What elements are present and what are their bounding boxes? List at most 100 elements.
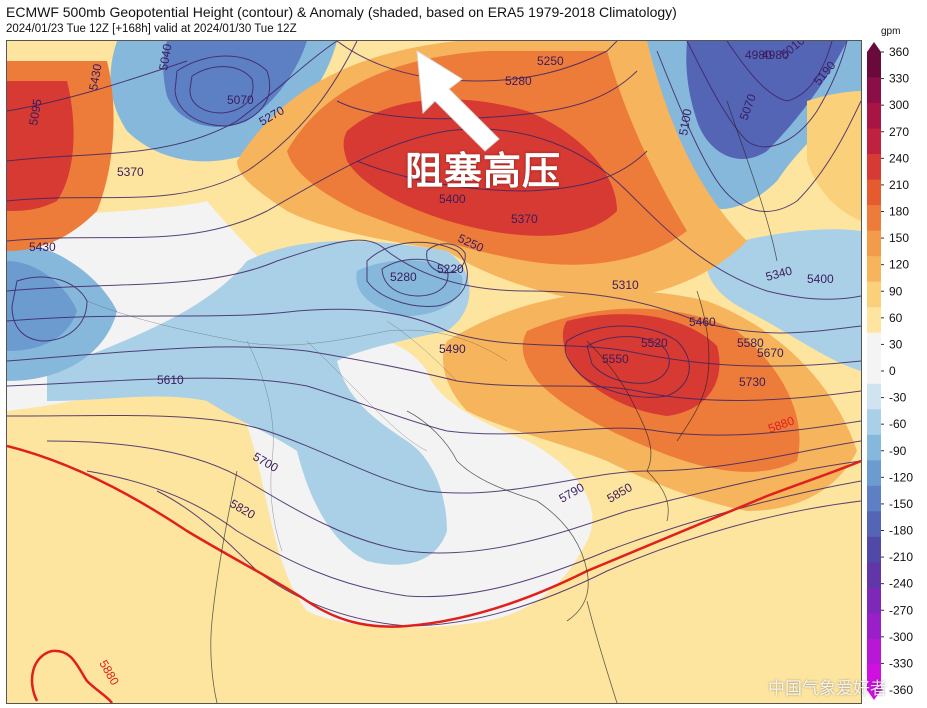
- colorbar-tick-label: 180: [889, 205, 909, 219]
- contour-label: 5340: [764, 263, 794, 284]
- colorbar-tick-label: -240: [889, 577, 913, 591]
- colorbar-swatch: [867, 256, 881, 283]
- colorbar-tick-label: 0: [889, 364, 896, 378]
- colorbar-swatch: [867, 460, 881, 487]
- colorbar-tick-label: 330: [889, 72, 909, 86]
- colorbar-bottom-arrow: [867, 690, 881, 700]
- contour-label: 5280: [390, 270, 417, 284]
- contour-label: 5550: [602, 352, 629, 366]
- colorbar-tick-label: 90: [889, 284, 903, 298]
- contour-label: 5430: [29, 240, 56, 254]
- colorbar: gpm 360 330 300 270 240 210 180 150 120 90 60 30 0 -3…: [865, 26, 927, 702]
- contour-label: 5670: [757, 346, 784, 360]
- colorbar-swatch: [867, 281, 881, 308]
- colorbar-tick-label: 300: [889, 98, 909, 112]
- colorbar-svg: 3603303002702402101801501209060300-30-60…: [867, 42, 913, 700]
- colorbar-swatch: [867, 485, 881, 512]
- contour-label: 5580: [737, 336, 764, 350]
- colorbar-tick-label: 240: [889, 151, 909, 165]
- colorbar-swatch: [867, 103, 881, 130]
- negative-anomaly-east: [706, 229, 861, 371]
- chart-title: ECMWF 500mb Geopotential Height (contour…: [6, 4, 677, 20]
- colorbar-unit: gpm: [881, 26, 901, 37]
- contour-label: 5220: [437, 262, 464, 276]
- contour-label: 5370: [511, 212, 538, 226]
- country-borders: [86, 300, 508, 552]
- callout-arrow: [416, 50, 500, 152]
- colorbar-swatch: [867, 179, 881, 206]
- contour-label: 5430: [86, 62, 104, 91]
- colorbar-tick-label: -120: [889, 470, 913, 484]
- colorbar-tick-label: 60: [889, 311, 903, 325]
- colorbar-swatch: [867, 230, 881, 257]
- contour-label: 5250: [537, 54, 564, 68]
- colorbar-tick-label: -210: [889, 550, 913, 564]
- contour-label: 5520: [641, 336, 668, 350]
- contour-label: 5460: [689, 315, 716, 329]
- colorbar-swatch: [867, 52, 881, 79]
- coastlines: [210, 100, 778, 703]
- colorbar-tick-label: 360: [889, 45, 909, 59]
- colorbar-tick-label: -30: [889, 391, 907, 405]
- contour-label: 5070: [227, 93, 254, 107]
- positive-anomaly-north-core: [343, 99, 617, 236]
- contour-label: 5040: [156, 42, 174, 71]
- colorbar-swatch: [867, 613, 881, 640]
- contour-label: 5400: [807, 272, 834, 286]
- colorbar-swatch: [867, 434, 881, 461]
- chart-subtitle: 2024/01/23 Tue 12Z [+168h] valid at 2024…: [6, 23, 297, 35]
- positive-anomaly-northeast-lobe: [807, 91, 861, 221]
- colorbar-swatch: [867, 205, 881, 232]
- contour-label: 5370: [117, 165, 144, 179]
- contour-5880-line-southwest: [30, 649, 114, 703]
- colorbar-swatch: [867, 511, 881, 538]
- map-canvas: 4980 5040 5070 5270 5430 5095 5370 5250 …: [7, 41, 861, 703]
- colorbar-tick-label: 120: [889, 258, 909, 272]
- colorbar-tick-label: 30: [889, 337, 903, 351]
- contour-label: 4980: [745, 48, 772, 62]
- colorbar-tick-label: 270: [889, 125, 909, 139]
- colorbar-tick-label: 150: [889, 231, 909, 245]
- colorbar-swatch: [867, 128, 881, 155]
- colorbar-tick-label: -300: [889, 630, 913, 644]
- colorbar-swatch: [867, 664, 881, 691]
- colorbar-swatch: [867, 409, 881, 436]
- contour-label: 5610: [157, 373, 184, 387]
- colorbar-swatch: [867, 638, 881, 665]
- map-panel: 4980 5040 5070 5270 5430 5095 5370 5250 …: [6, 40, 862, 704]
- colorbar-tick-label: -360: [889, 683, 913, 697]
- colorbar-swatch: [867, 77, 881, 104]
- colorbar-swatch: [867, 536, 881, 563]
- colorbar-swatch: [867, 587, 881, 614]
- contour-label: 5100: [676, 107, 694, 136]
- colorbar-tick-label: -330: [889, 656, 913, 670]
- contour-label: 5400: [439, 192, 466, 206]
- negative-anomaly-northwest-inner: [163, 41, 307, 127]
- colorbar-top-arrow: [867, 42, 881, 52]
- colorbar-swatch: [867, 383, 881, 410]
- contour-5880-line: [7, 444, 861, 628]
- colorbar-tick-label: -180: [889, 524, 913, 538]
- colorbar-tick-label: -270: [889, 603, 913, 617]
- colorbar-tick-label: -60: [889, 417, 907, 431]
- contour-label: 5095: [26, 97, 44, 126]
- colorbar-swatch: [867, 154, 881, 181]
- colorbar-swatch: [867, 562, 881, 589]
- contour-label: 5730: [739, 375, 766, 389]
- negative-anomaly-central: [47, 241, 470, 565]
- contour-label: 5280: [505, 74, 532, 88]
- contour-label: 5490: [439, 342, 466, 356]
- colorbar-swatch: [867, 358, 881, 385]
- negative-anomaly-west-inner: [7, 261, 77, 351]
- positive-anomaly-west-core: [7, 81, 74, 211]
- colorbar-tick-label: 210: [889, 178, 909, 192]
- colorbar-swatch: [867, 307, 881, 334]
- blocking-high-label: 阻塞高压: [405, 149, 562, 193]
- contour-label: 4980: [762, 48, 789, 62]
- contour-label: 5310: [612, 278, 639, 292]
- watermark: 中国气象爱好者: [768, 679, 887, 699]
- colorbar-tick-label: -90: [889, 444, 907, 458]
- colorbar-swatch: [867, 332, 881, 359]
- negative-anomaly-northeast-inner: [686, 41, 847, 160]
- colorbar-tick-label: -150: [889, 497, 913, 511]
